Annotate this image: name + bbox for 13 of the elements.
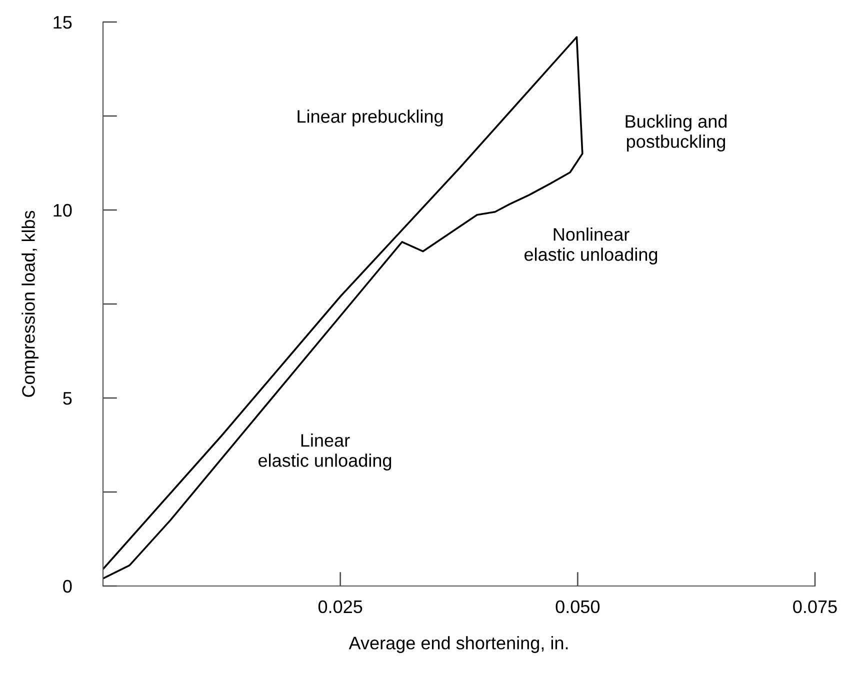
y-tick-label: 5 <box>63 392 72 405</box>
annotation: Buckling and postbuckling <box>626 114 727 152</box>
x-tick-label: 0.050 <box>556 600 600 614</box>
x-axis-title: Average end shortening, in. <box>348 636 568 653</box>
y-tick-label: 15 <box>54 16 72 29</box>
y-tick-label: 10 <box>54 204 72 217</box>
annotation: Linear prebuckling <box>298 110 443 126</box>
annotation: Nonlinear elastic unloading <box>524 228 658 264</box>
y-axis-title: Compression load, klbs <box>22 210 38 397</box>
x-tick-label: 0.075 <box>793 600 837 614</box>
x-tick-label: 0.025 <box>318 600 362 614</box>
y-tick-label: 0 <box>63 580 72 593</box>
annotation: Linear elastic unloading <box>258 434 392 470</box>
